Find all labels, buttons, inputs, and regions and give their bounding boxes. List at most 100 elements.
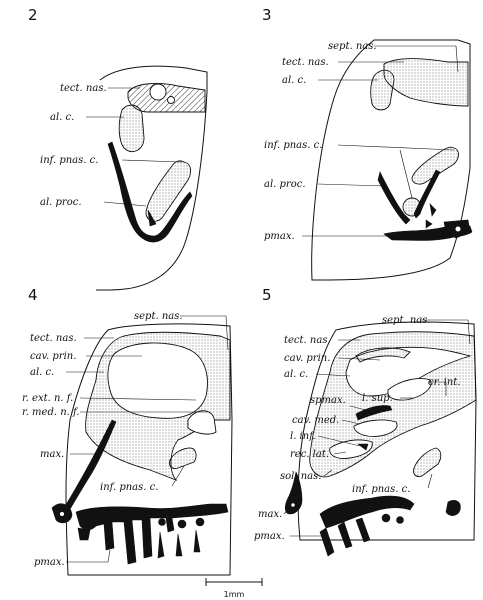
label-al-proc-3: al. proc.: [264, 179, 306, 190]
inferior-paranasal-cartilage-5: [413, 447, 442, 477]
cavum-principale-4: [107, 342, 208, 419]
tectum-nasi-lumen-small-2: [167, 96, 175, 104]
maxilla-foramen-4: [59, 511, 65, 517]
alar-process-bone-3: [377, 169, 441, 225]
premaxilla-teeth-5: [319, 517, 371, 557]
scale-bar-label: 1mm: [224, 590, 245, 599]
panel-2: 2 tect. nas. al. c. inf. pnas. c. al. pr…: [28, 6, 208, 291]
premaxilla-tooth-bud-4: [77, 527, 91, 541]
lead-pmax-4: [66, 549, 111, 563]
lead-spmax-5: [349, 405, 367, 411]
label-sept-nas-5: sept. nas.: [382, 315, 431, 326]
maxilla-bone-5: [284, 471, 303, 515]
tooth-section-4b: [195, 517, 205, 527]
label-cav-med-5: cav. med.: [292, 415, 339, 426]
premaxilla-foramen-3: [454, 225, 462, 233]
label-inf-pnas-c-4: inf. pnas. c.: [100, 482, 158, 493]
panel-5: 5 sept. nas. tect. nas. cav. prin. al. c…: [254, 286, 477, 557]
label-l-inf-5: l. inf.: [290, 431, 316, 442]
label-sept-nas-4: sept. nas.: [134, 311, 183, 322]
tectum-nasi-lumen-2: [149, 83, 167, 101]
lead-inf-pnas-c-2: [121, 159, 183, 163]
panel-5-number: 5: [262, 286, 272, 304]
lead-max-5: [283, 507, 291, 515]
lead-cav-prin-5: [337, 357, 381, 361]
lead-cav-med-5: [341, 419, 361, 425]
label-tect-nas-3: tect. nas.: [282, 57, 329, 68]
alar-process-bone-2: [107, 141, 193, 243]
label-al-proc-2: al. proc.: [40, 197, 82, 208]
premaxilla-bone-4: [75, 503, 229, 565]
label-spmax-5: spmax.: [310, 395, 346, 406]
tooth-section-4c: [158, 518, 166, 526]
label-al-c-3: al. c.: [282, 75, 306, 86]
panel-4-number: 4: [28, 286, 38, 304]
scale-bar: 1mm: [205, 578, 263, 599]
tectum-nasi-shape-2: [127, 83, 206, 113]
panel-4-snout-outline: [65, 323, 233, 576]
maxilla-foramen-5: [290, 502, 296, 508]
lead-al-proc-2: [103, 201, 147, 207]
alar-cartilage-shape-3: [370, 69, 395, 111]
alar-process-fragment-2: [147, 209, 157, 227]
label-l-sup-5: l. sup.: [362, 393, 393, 404]
panel-3-number: 3: [262, 6, 272, 24]
crista-intermedia-5: [355, 347, 411, 363]
lead-inf-pnas-c-3: [337, 144, 455, 199]
label-inf-pnas-c-5: inf. pnas. c.: [352, 484, 410, 495]
premaxilla-fragment-5: [445, 500, 461, 516]
lead-inf-pnas-c-4: [171, 465, 185, 487]
inferior-paranasal-cartilage-3: [411, 146, 459, 185]
lead-sol-nas-5: [323, 469, 333, 477]
lamina-inferior-5: [357, 443, 369, 451]
lead-rec-lat-5: [333, 451, 347, 455]
label-tect-nas-4: tect. nas.: [30, 333, 77, 344]
label-cav-prin-5: cav. prin.: [284, 353, 330, 364]
label-rec-lat-5: rec. lat.: [290, 449, 329, 460]
label-r-med-nf-4: r. med. n. f.: [22, 407, 80, 418]
tectum-septum-nasi-shape-3: [383, 58, 469, 107]
lead-inf-pnas-c-5: [427, 473, 433, 489]
label-tect-nas-2: tect. nas.: [60, 83, 107, 94]
label-cr-int-5: cr. int.: [428, 377, 460, 388]
lead-r-ext-nf-4: [79, 397, 197, 401]
label-max-4: max.: [40, 449, 64, 460]
label-pmax-3: pmax.: [264, 231, 295, 242]
label-max-5: max.: [258, 509, 282, 520]
panel-3: 3 sept. nas. tect. nas. al. c. inf. pnas…: [262, 6, 473, 281]
label-tect-nas-5: tect. nas.: [284, 335, 331, 346]
lead-al-proc-3: [317, 183, 387, 187]
panel-3-snout-outline: [311, 39, 471, 281]
panel-2-number: 2: [28, 6, 38, 24]
premaxilla-fragments-3: [425, 203, 437, 229]
lead-sept-nas-3: [374, 45, 459, 73]
tooth-section-5b: [396, 516, 404, 524]
lead-l-inf-5: [317, 435, 361, 447]
label-sol-nas-5: sol. nas.: [280, 471, 321, 482]
lamina-superior-5: [387, 378, 432, 401]
label-al-c-2: al. c.: [50, 112, 74, 123]
lead-sept-nas-4: [180, 315, 229, 351]
label-al-c-4: al. c.: [30, 367, 54, 378]
inferior-paranasal-cartilage-2: [145, 160, 192, 222]
panel-4: 4 sept. nas. tect. nas. cav. prin. al. c…: [22, 286, 233, 576]
tooth-section-5a: [381, 513, 391, 523]
inferior-paranasal-cartilage-4: [169, 447, 197, 469]
tooth-roots-4: [157, 529, 201, 559]
lead-cr-int-5: [428, 381, 447, 396]
lead-sept-nas-5: [420, 319, 471, 345]
label-sept-nas-3: sept. nas.: [328, 41, 377, 52]
label-inf-pnas-c-2: inf. pnas. c.: [40, 155, 98, 166]
septomaxilla-bone-5: [355, 405, 393, 421]
tooth-section-4a: [177, 519, 187, 529]
label-inf-pnas-c-3: inf. pnas. c.: [264, 140, 322, 151]
label-pmax-5: pmax.: [254, 531, 285, 542]
alar-cartilage-shape-2: [118, 104, 145, 152]
label-al-c-5: al. c.: [284, 369, 308, 380]
premaxilla-bone-5: [319, 495, 415, 529]
cavum-medium-5: [353, 419, 398, 437]
label-r-ext-nf-4: r. ext. n. f.: [22, 393, 73, 404]
lead-al-c-5: [315, 373, 351, 377]
panel-2-snout-outline: [96, 65, 208, 291]
